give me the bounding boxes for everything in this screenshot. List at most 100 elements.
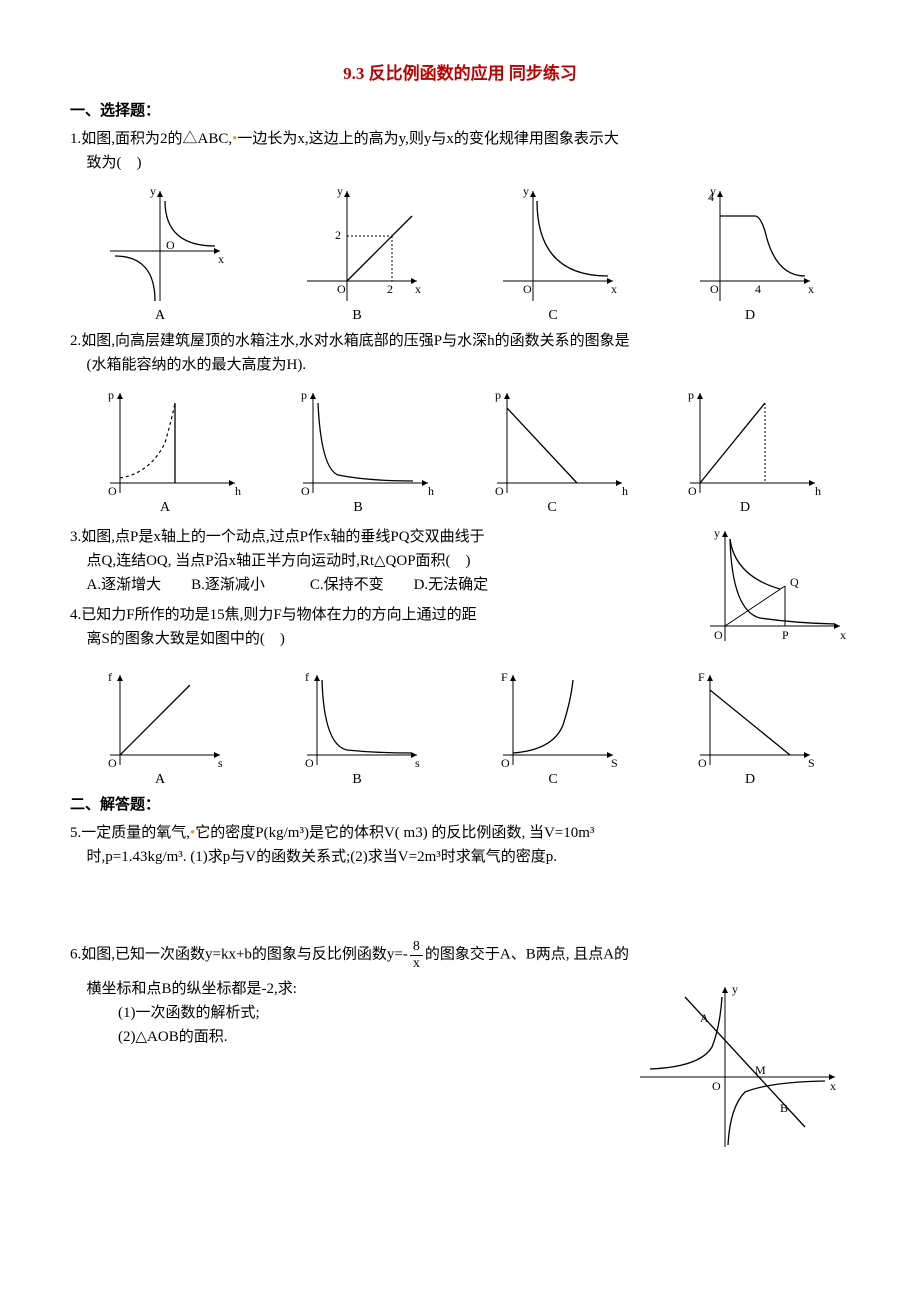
- svg-text:O: O: [710, 282, 719, 296]
- svg-text:2: 2: [335, 228, 341, 242]
- svg-text:A: A: [155, 772, 166, 785]
- svg-text:O: O: [698, 756, 707, 770]
- q4-line2: 离S的图象大致是如图中的( ): [70, 627, 690, 651]
- svg-text:s: s: [218, 756, 223, 770]
- svg-text:4: 4: [755, 282, 761, 296]
- svg-text:s: s: [415, 756, 420, 770]
- q2-fig-a: O h p A: [90, 383, 250, 513]
- svg-text:B: B: [352, 772, 361, 785]
- q6-line1a: 6.如图,已知一次函数y=kx+b的图象与反比例函数y=-: [70, 947, 408, 963]
- q4-line1: 4.已知力F所作的功是15焦,则力F与物体在力的方向上通过的距: [70, 603, 690, 627]
- q1-text-a: 1.如图,面积为2的△ABC,: [70, 131, 232, 147]
- q3-opts: A.逐渐增大 B.逐渐减小 C.保持不变 D.无法确定: [70, 573, 690, 597]
- svg-text:O: O: [108, 756, 117, 770]
- svg-text:F: F: [698, 670, 705, 684]
- q5-line1b: 它的密度P(kg/m³)是它的体积V( m3) 的反比例函数, 当V=10m³: [195, 825, 594, 841]
- svg-text:O: O: [108, 484, 117, 498]
- svg-text:P: P: [782, 628, 789, 642]
- q4-fig-b: O s f B: [287, 665, 437, 785]
- fraction: 8x: [410, 939, 423, 971]
- svg-text:x: x: [611, 282, 617, 296]
- svg-text:x: x: [218, 252, 224, 266]
- svg-text:x: x: [830, 1079, 836, 1093]
- svg-text:O: O: [688, 484, 697, 498]
- svg-text:h: h: [815, 484, 821, 498]
- svg-text:p: p: [688, 388, 694, 402]
- question-6: 6.如图,已知一次函数y=kx+b的图象与反比例函数y=-8x的图象交于A、B两…: [70, 939, 850, 971]
- q6-line1b: 的图象交于A、B两点, 且点A的: [425, 947, 629, 963]
- svg-text:y: y: [732, 982, 738, 996]
- svg-text:Q: Q: [790, 575, 799, 589]
- question-2: 2.如图,向高层建筑屋顶的水箱注水,水对水箱底部的压强P与水深h的函数关系的图象…: [70, 329, 850, 377]
- svg-text:h: h: [622, 484, 628, 498]
- svg-text:O: O: [166, 238, 175, 252]
- svg-text:O: O: [523, 282, 532, 296]
- svg-text:h: h: [428, 484, 434, 498]
- q1-figures: O x y A O x y 2 2 B O x y C O x 4 y: [90, 181, 830, 321]
- q6-figure: O x y A B M: [630, 977, 850, 1157]
- q2-text-a: 2.如图,向高层建筑屋顶的水箱注水,水对水箱底部的压强P与水深h的函数关系的图象…: [70, 333, 630, 349]
- q2-fig-c: O h p C: [477, 383, 637, 513]
- svg-text:O: O: [305, 756, 314, 770]
- svg-text:p: p: [108, 388, 114, 402]
- svg-text:p: p: [301, 388, 307, 402]
- svg-text:C: C: [549, 772, 558, 785]
- q3-line2: 点Q,连结OQ, 当点P沿x轴正半方向运动时,Rt△QOP面积( ): [70, 549, 690, 573]
- svg-text:B: B: [780, 1101, 788, 1115]
- q2-text-b: (水箱能容纳的水的最大高度为H).: [70, 353, 850, 377]
- svg-text:D: D: [745, 308, 755, 321]
- svg-text:O: O: [301, 484, 310, 498]
- q5-line1a: 5.一定质量的氧气,: [70, 825, 190, 841]
- svg-text:f: f: [305, 670, 309, 684]
- q6-sub1: (1)一次函数的解析式;: [70, 1001, 630, 1025]
- svg-text:y: y: [523, 184, 529, 198]
- svg-text:2: 2: [387, 282, 393, 296]
- svg-text:f: f: [108, 670, 112, 684]
- svg-text:x: x: [808, 282, 814, 296]
- q3-line1: 3.如图,点P是x轴上的一个动点,过点P作x轴的垂线PQ交双曲线于: [70, 525, 690, 549]
- q2-fig-b: O h p B: [283, 383, 443, 513]
- q4-fig-a: O s f A: [90, 665, 240, 785]
- svg-text:O: O: [714, 628, 723, 642]
- svg-text:A: A: [160, 500, 171, 513]
- question-5: 5.一定质量的氧气,•它的密度P(kg/m³)是它的体积V( m3) 的反比例函…: [70, 821, 850, 869]
- q1-text-c: 致为( ): [70, 151, 850, 175]
- q4-fig-c: O S F C: [483, 665, 633, 785]
- question-4: 4.已知力F所作的功是15焦,则力F与物体在力的方向上通过的距 离S的图象大致是…: [70, 603, 690, 651]
- svg-text:O: O: [501, 756, 510, 770]
- svg-text:p: p: [495, 388, 501, 402]
- svg-text:B: B: [354, 500, 363, 513]
- svg-text:F: F: [501, 670, 508, 684]
- svg-text:A: A: [155, 308, 166, 321]
- q1-text-b: 一边长为x,这边上的高为y,则y与x的变化规律用图象表示大: [237, 131, 619, 147]
- question-3: 3.如图,点P是x轴上的一个动点,过点P作x轴的垂线PQ交双曲线于 点Q,连结O…: [70, 525, 690, 597]
- q1-fig-b: O x y 2 2 B: [287, 181, 437, 321]
- frac-den: x: [410, 956, 423, 971]
- svg-text:y: y: [337, 184, 343, 198]
- q6-line2: 横坐标和点B的纵坐标都是-2,求:: [70, 977, 630, 1001]
- svg-text:x: x: [840, 628, 846, 642]
- svg-text:A: A: [700, 1011, 709, 1025]
- section-2-heading: 二、解答题：: [70, 793, 850, 817]
- q2-figures: O h p A O h p B O h p C O h p D: [90, 383, 830, 513]
- svg-text:x: x: [415, 282, 421, 296]
- svg-text:D: D: [740, 500, 750, 513]
- q6-sub2: (2)△AOB的面积.: [70, 1025, 630, 1049]
- q5-line2: 时,p=1.43kg/m³. (1)求p与V的函数关系式;(2)求当V=2m³时…: [70, 845, 850, 869]
- q4-fig-d: O S F D: [680, 665, 830, 785]
- q1-fig-c: O x y C: [483, 181, 633, 321]
- svg-text:S: S: [611, 756, 618, 770]
- svg-text:O: O: [337, 282, 346, 296]
- q4-figures: O s f A O s f B O S F C O S F D: [90, 665, 830, 785]
- svg-text:y: y: [714, 526, 720, 540]
- q1-fig-a: O x y A: [90, 181, 240, 321]
- q1-fig-d: O x 4 y 4 D: [680, 181, 830, 321]
- svg-text:S: S: [808, 756, 815, 770]
- q3-figure: O x y Q P: [700, 521, 850, 651]
- page-title: 9.3 反比例函数的应用 同步练习: [70, 60, 850, 87]
- svg-text:B: B: [352, 308, 361, 321]
- svg-text:h: h: [235, 484, 241, 498]
- svg-text:O: O: [495, 484, 504, 498]
- section-1-heading: 一、选择题：: [70, 99, 850, 123]
- svg-text:C: C: [549, 308, 558, 321]
